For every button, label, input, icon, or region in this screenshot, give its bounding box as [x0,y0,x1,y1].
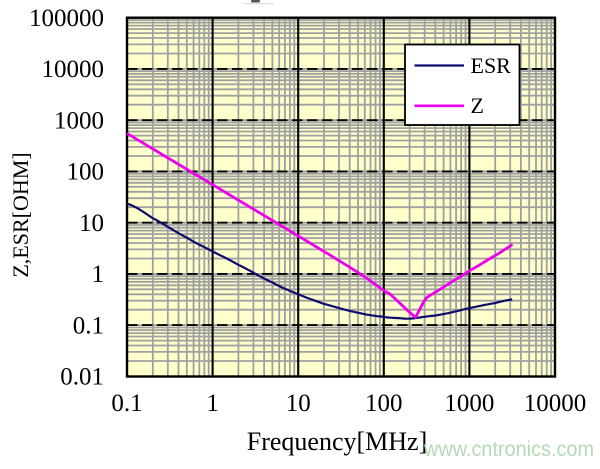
svg-text:www.cntronics.com: www.cntronics.com [423,437,594,461]
svg-text:0.01: 0.01 [60,364,104,391]
svg-text:10000: 10000 [524,390,587,417]
svg-text:1: 1 [92,261,105,288]
svg-text:100: 100 [67,159,105,186]
svg-text:0.1: 0.1 [111,390,142,417]
svg-text:Z: Z [471,93,484,118]
svg-text:10000: 10000 [42,56,105,83]
svg-text:100: 100 [365,390,403,417]
svg-text:1000: 1000 [54,107,104,134]
svg-text:Frequency[MHz]: Frequency[MHz] [247,427,428,456]
svg-text:ESR: ESR [471,53,512,78]
svg-text:Z,ESR[OHM]: Z,ESR[OHM] [8,152,33,277]
svg-text:1000: 1000 [444,390,494,417]
svg-text:100000: 100000 [29,5,104,32]
svg-text:10: 10 [286,390,311,417]
svg-text:1: 1 [206,390,219,417]
svg-text:10: 10 [79,210,104,237]
svg-text:0.1: 0.1 [73,312,104,339]
